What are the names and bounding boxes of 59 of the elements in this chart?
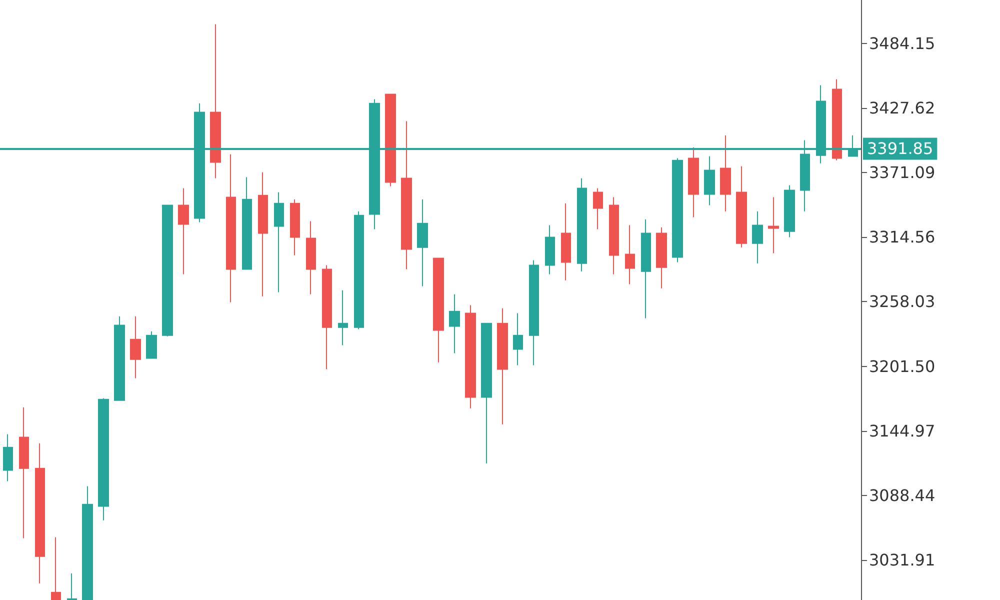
candlestick (752, 210, 763, 264)
candlestick (82, 486, 93, 600)
candlestick (130, 316, 141, 379)
candlestick (354, 210, 364, 330)
y-tick-label: 3484.15 (869, 34, 936, 53)
y-tick-label: 3201.50 (869, 356, 936, 376)
candlestick (274, 192, 284, 293)
candlestick (226, 154, 236, 303)
candlestick (401, 120, 412, 270)
candlestick (593, 188, 603, 230)
ref-line-label: 3391.85 (867, 139, 934, 158)
candlestick (449, 294, 460, 354)
y-tick-label: 3088.44 (869, 486, 936, 505)
candlestick (146, 330, 157, 359)
candlestick (529, 260, 539, 366)
candlestick (465, 304, 476, 409)
candlestick (322, 264, 332, 370)
y-tick-label: 3371.09 (869, 162, 936, 182)
y-tick-label: 3144.97 (869, 421, 936, 440)
candlestick (67, 572, 77, 600)
candlestick (497, 308, 508, 425)
candlestick (178, 188, 189, 275)
candlestick (736, 166, 747, 248)
candlestick (433, 258, 444, 363)
candlestick (385, 94, 396, 187)
candlestick (609, 196, 619, 275)
candlestick (306, 220, 316, 295)
y-tick-label: 3427.62 (869, 98, 936, 118)
candlestick (784, 184, 795, 238)
candlestick (768, 196, 779, 254)
y-tick-label: 3258.03 (869, 292, 936, 312)
candlestick (625, 224, 635, 285)
candlestick (290, 198, 300, 256)
candlestick (704, 156, 715, 206)
candlestick (641, 218, 651, 319)
candlestick (672, 158, 683, 263)
candlestick (35, 442, 45, 584)
candlestick (98, 398, 109, 521)
y-tick-label: 3314.56 (869, 228, 936, 247)
candlestick (258, 172, 268, 297)
candlestick (720, 134, 731, 212)
candlestick (832, 78, 842, 161)
candlestick (481, 322, 492, 464)
candlestick (561, 202, 571, 281)
candlestick (51, 536, 61, 600)
candlestick (162, 204, 173, 337)
candlestick (338, 290, 348, 346)
candlestick (656, 226, 667, 289)
candlestick (3, 434, 13, 482)
candlestick (417, 198, 428, 287)
y-tick-label: 3031.91 (869, 550, 936, 570)
candlestick (545, 224, 555, 275)
candlestick (513, 312, 523, 366)
candlestick (688, 146, 699, 218)
candlestick (19, 406, 29, 539)
candlestick (242, 176, 252, 270)
candlestick (210, 24, 221, 179)
candlestick (577, 178, 587, 272)
candlestick (114, 316, 125, 401)
